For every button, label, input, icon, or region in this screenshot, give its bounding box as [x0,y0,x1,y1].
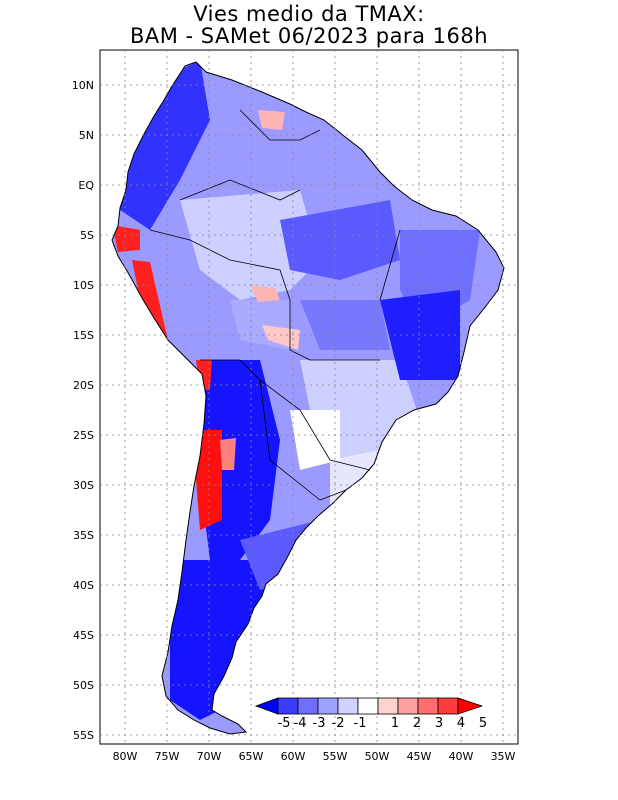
lon-label-45W: 45W [407,750,432,763]
colorbar-label: -5 [278,716,291,731]
graticule [100,50,518,744]
lat-label-10N: 10N [72,79,94,92]
colorbar-label: -3 [313,716,326,731]
lon-label-80W: 80W [113,750,138,763]
colorbar-segment [297,697,319,715]
lat-label-30S: 30S [73,479,94,492]
lat-label-50S: 50S [73,679,94,692]
colorbar-label: 2 [413,716,421,731]
colorbar-segment [317,697,339,715]
lon-label-60W: 60W [281,750,306,763]
colorbar-segment [357,697,379,715]
colorbar: -5 -4 -3 -2 -1 1 2 3 4 5 [254,697,487,731]
lat-label-40S: 40S [73,579,94,592]
colorbar-arrow-high [457,697,484,715]
lat-label-15S: 15S [73,329,94,342]
colorbar-segment [337,697,359,715]
colorbar-label: 3 [435,716,443,731]
lon-label-40W: 40W [449,750,474,763]
lat-label-20S: 20S [73,379,94,392]
lat-label-EQ: EQ [78,179,94,192]
lon-label-75W: 75W [155,750,180,763]
colorbar-label: 1 [391,716,399,731]
colorbar-segment [417,697,439,715]
colorbar-label: 5 [479,716,487,731]
map-title-line2: BAM - SAMet 06/2023 para 168h [129,24,489,48]
lat-label-5S: 5S [80,229,94,242]
latitude-axis: 10N 5N EQ 5S 10S 15S 20S 25S 30S 35S 40S… [72,79,95,742]
colorbar-label: -2 [332,716,345,731]
longitude-axis: 80W 75W 70W 65W 60W 55W 50W 45W 40W 35W [113,750,516,763]
colorbar-label: -4 [294,716,307,731]
colorbar-segment [397,697,419,715]
lat-label-35S: 35S [73,529,94,542]
colorbar-segment [437,697,459,715]
lon-label-70W: 70W [197,750,222,763]
lat-label-5N: 5N [79,129,94,142]
lat-label-10S: 10S [73,279,94,292]
lon-label-50W: 50W [365,750,390,763]
lon-label-55W: 55W [323,750,348,763]
colorbar-label: 4 [457,716,465,731]
lat-label-55S: 55S [73,729,94,742]
map-title-line1: Vies medio da TMAX: [193,2,425,26]
colorbar-label: -1 [354,716,367,731]
lon-label-65W: 65W [239,750,264,763]
bias-field [112,62,504,734]
colorbar-segment [277,697,299,715]
lon-label-35W: 35W [491,750,516,763]
lat-label-25S: 25S [73,429,94,442]
country-borders [149,109,401,501]
colorbar-segment [377,697,399,715]
lat-label-45S: 45S [73,629,94,642]
